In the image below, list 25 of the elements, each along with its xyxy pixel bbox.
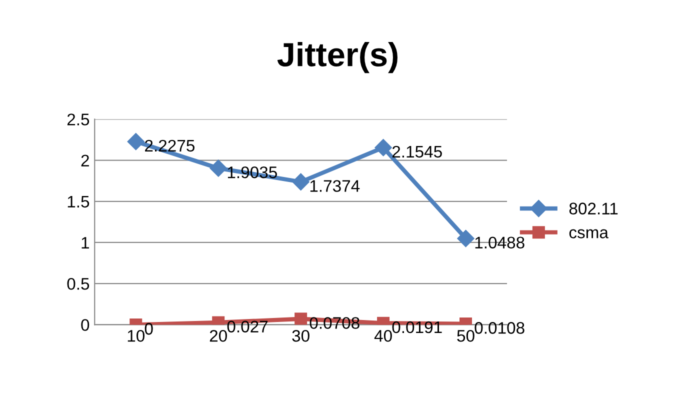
data-label: 2.1545 [392,146,442,158]
y-tick-label: 0 [81,319,90,331]
x-tick-label: 40 [374,330,392,342]
x-tick-label: 50 [457,330,474,342]
y-tick-label: 2.5 [67,114,90,126]
y-tick-label: 1.5 [68,196,90,208]
x-tick-label: 30 [292,330,310,342]
data-label: 0.027 [227,320,268,332]
x-tick-label: 20 [210,330,227,342]
data-label: 0.0108 [474,322,524,334]
point [374,139,392,156]
x-tick-label: 10 [128,330,144,342]
legend-label: 802.11 [569,202,618,214]
point [210,160,227,177]
data-label: 1.0488 [475,236,524,249]
legend-label: csma [569,229,608,238]
point [457,230,474,248]
y-tick-label: 1 [82,237,89,249]
chart-title: Jitter(s) [277,42,398,74]
point [292,173,310,190]
data-label: 0 [144,322,153,335]
y-tick-label: 2 [81,154,89,166]
data-label: 1.7374 [310,180,360,192]
y-tick-label: 0.5 [67,278,90,290]
point [127,133,144,150]
